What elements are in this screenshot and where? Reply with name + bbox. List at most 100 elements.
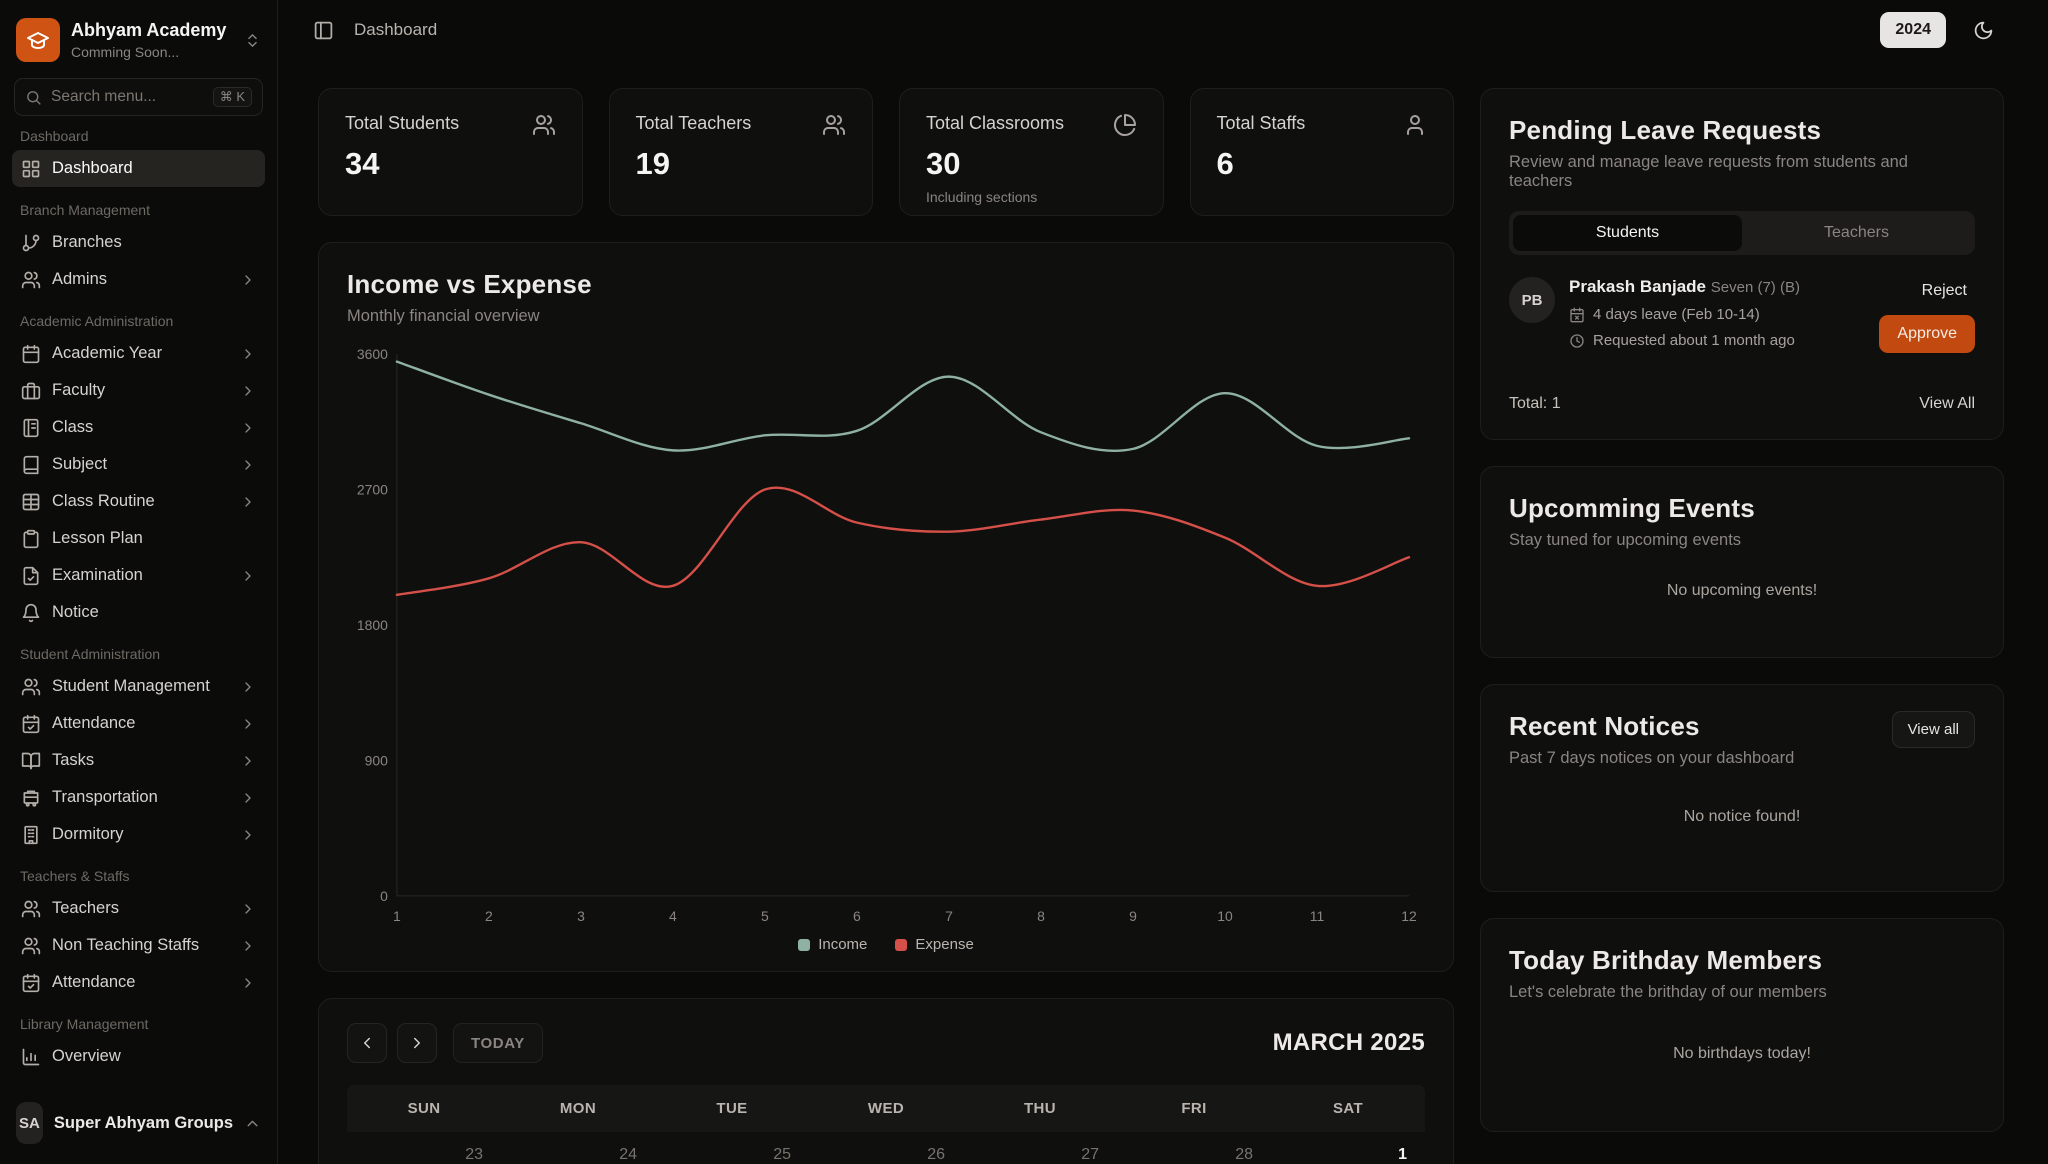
search-input[interactable]: Search menu... ⌘ K <box>14 78 263 116</box>
calendar-date-cell[interactable]: 1 <box>1398 1146 1407 1163</box>
calendar-day-header-tue: TUE <box>716 1100 748 1117</box>
search-icon <box>25 89 42 106</box>
sidebar-item-academic-year[interactable]: Academic Year <box>12 335 265 372</box>
leave-tabs: Students Teachers <box>1509 211 1975 255</box>
svg-text:10: 10 <box>1217 908 1233 924</box>
calendar-next-button[interactable] <box>397 1023 437 1063</box>
sidebar-item-transportation[interactable]: Transportation <box>12 779 265 816</box>
stat-value: 6 <box>1216 146 1234 181</box>
sidebar-item-lesson-plan[interactable]: Lesson Plan <box>12 520 265 557</box>
svg-text:1: 1 <box>393 908 401 924</box>
users-icon <box>21 677 41 697</box>
calendar-date-cell[interactable]: 25 <box>773 1146 791 1163</box>
calendar-date-cell[interactable]: 24 <box>619 1146 637 1163</box>
calendar-today-button[interactable]: TODAY <box>453 1023 543 1063</box>
notices-view-all-button[interactable]: View all <box>1891 711 1975 748</box>
git-branch-icon <box>21 233 41 253</box>
reject-button[interactable]: Reject <box>1914 277 1975 305</box>
graduation-cap-icon <box>26 28 50 52</box>
pie-chart-icon <box>1113 113 1137 137</box>
calendar-day-header-thu: THU <box>1023 1100 1057 1117</box>
tab-teachers[interactable]: Teachers <box>1824 224 1889 241</box>
sidebar-item-dashboard[interactable]: Dashboard <box>12 150 265 187</box>
sidebar-item-tasks[interactable]: Tasks <box>12 742 265 779</box>
users-icon <box>21 270 41 290</box>
pending-leave-card: Pending Leave Requests Review and manage… <box>1480 88 2004 440</box>
chevron-right-icon <box>240 568 256 584</box>
chevron-left-icon <box>358 1034 376 1052</box>
chevron-right-icon <box>240 420 256 436</box>
year-button[interactable]: 2024 <box>1880 12 1946 48</box>
sidebar-item-subject[interactable]: Subject <box>12 446 265 483</box>
calendar-card: TODAY MARCH 2025 SUN MON TUE WED THU FRI SAT 2… <box>318 998 1454 1164</box>
chevron-right-icon <box>240 901 256 917</box>
chevron-right-icon <box>240 272 256 288</box>
sidebar-item-examination[interactable]: Examination <box>12 557 265 594</box>
sidebar-toggle-button[interactable] <box>308 15 338 45</box>
building-icon <box>21 825 41 845</box>
leave-request-details: Prakash Banjade Seven (7) (B) 4 days leav… <box>1569 277 1865 349</box>
chevron-right-icon <box>240 827 256 843</box>
chevron-right-icon <box>240 753 256 769</box>
sidebar-item-notice[interactable]: Notice <box>12 594 265 631</box>
stat-label: Total Staffs <box>1216 113 1306 133</box>
sidebar-item-attendance[interactable]: Attendance <box>12 705 265 742</box>
sidebar-nav: Dashboard Dashboard Branch Management Branc… <box>10 120 267 1094</box>
sidebar-item-label: Branches <box>52 233 122 251</box>
approve-button[interactable]: Approve <box>1879 315 1975 353</box>
org-switcher[interactable]: Abhyam Academy Comming Soon... <box>10 10 267 70</box>
panel-left-icon <box>313 20 334 41</box>
users-icon <box>822 113 846 137</box>
stat-note: Including sections <box>926 189 1038 205</box>
calendar-day-header-wed: WED <box>867 1100 905 1117</box>
svg-text:2: 2 <box>485 908 493 924</box>
calendar-date-cell[interactable]: 27 <box>1081 1146 1099 1163</box>
notices-title: Recent Notices <box>1509 711 1700 741</box>
sidebar-item-label: Examination <box>52 566 143 584</box>
sidebar-item-label: Admins <box>52 270 108 288</box>
sidebar-item-label: Student Management <box>52 677 210 695</box>
sidebar-item-class-routine[interactable]: Class Routine <box>12 483 265 520</box>
user-menu[interactable]: SA Super Abhyam Groups <box>10 1094 267 1152</box>
sidebar-item-attendance[interactable]: Attendance <box>12 964 265 1001</box>
sidebar-item-overview[interactable]: Overview <box>12 1038 265 1075</box>
leave-view-all-button[interactable]: View All <box>1919 395 1975 412</box>
sidebar-item-admins[interactable]: Admins <box>12 261 265 298</box>
sidebar-item-student-management[interactable]: Student Management <box>12 668 265 705</box>
leave-actions: Reject Approve <box>1879 277 1975 353</box>
notebook-icon <box>21 418 41 438</box>
calendar-date-cell[interactable]: 23 <box>465 1146 483 1163</box>
requester-name: Prakash Banjade Seven (7) (B) <box>1569 277 1800 296</box>
sidebar-item-branches[interactable]: Branches <box>12 224 265 261</box>
sidebar-item-teachers[interactable]: Teachers <box>12 890 265 927</box>
svg-text:9: 9 <box>1129 908 1137 924</box>
calendar-date-cell[interactable]: 28 <box>1235 1146 1253 1163</box>
svg-text:3: 3 <box>577 908 585 924</box>
calendar-day-header-sun: SUN <box>407 1100 441 1117</box>
sidebar-item-label: Class <box>52 418 94 436</box>
chevrons-up-down-icon <box>244 32 261 49</box>
calendar-prev-button[interactable] <box>347 1023 387 1063</box>
svg-text:900: 900 <box>365 752 389 768</box>
calendar-date-cell[interactable]: 26 <box>927 1146 945 1163</box>
stat-card-total-staffs: Total Staffs 6 <box>1189 88 1454 216</box>
chart-legend: Income Expense <box>347 932 1425 953</box>
sidebar-item-faculty[interactable]: Faculty <box>12 372 265 409</box>
sidebar-item-label: Faculty <box>52 381 106 399</box>
tab-students[interactable]: Students <box>1513 215 1742 251</box>
sidebar-item-label: Non Teaching Staffs <box>52 936 200 954</box>
chevron-right-icon <box>408 1034 426 1052</box>
svg-text:6: 6 <box>853 908 861 924</box>
sidebar-item-non-teaching-staffs[interactable]: Non Teaching Staffs <box>12 927 265 964</box>
avatar: PB <box>1509 277 1555 323</box>
calendar-check-icon <box>21 714 41 734</box>
calendar-day-headers: SUN MON TUE WED THU FRI SAT <box>347 1085 1425 1132</box>
search-placeholder: Search menu... <box>51 88 157 105</box>
calendar-title: MARCH 2025 <box>1272 1029 1425 1056</box>
sidebar-item-class[interactable]: Class <box>12 409 265 446</box>
theme-toggle-button[interactable] <box>1962 9 2004 51</box>
leave-subtitle: Review and manage leave requests from st… <box>1509 153 1908 190</box>
sidebar-item-dormitory[interactable]: Dormitory <box>12 816 265 853</box>
requester-class: Seven (7) (B) <box>1710 279 1800 296</box>
